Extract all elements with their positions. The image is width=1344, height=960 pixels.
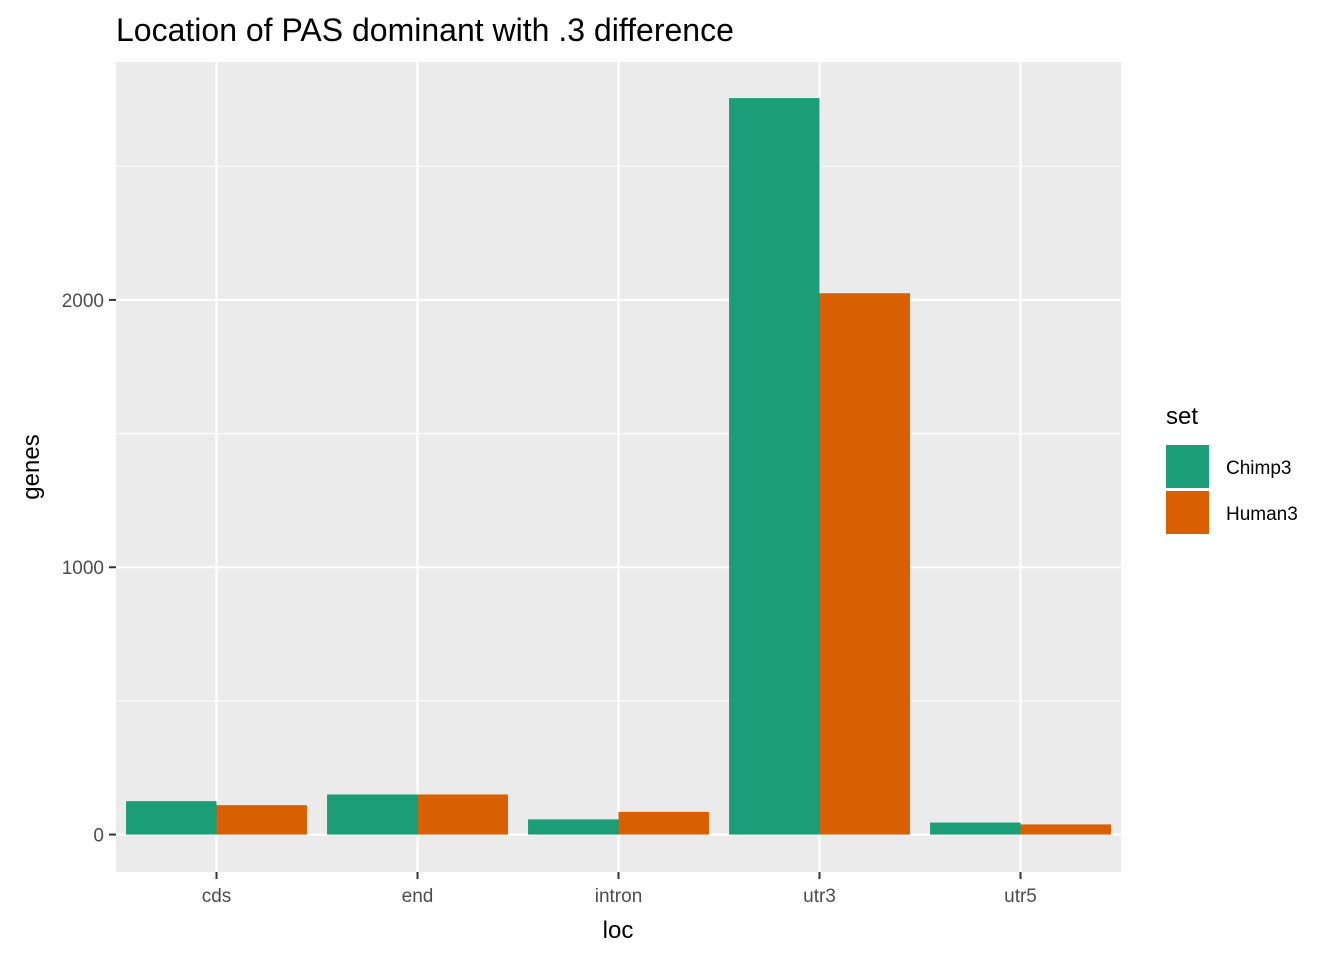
legend-label-Chimp3: Chimp3 — [1226, 458, 1291, 479]
x-axis: cds end intron utr3 utr5 — [202, 872, 1037, 907]
legend: set Chimp3 Human3 — [1166, 403, 1298, 534]
y-axis-title: genes — [18, 434, 45, 499]
bar-utr3-Chimp3 — [729, 98, 820, 835]
bar-intron-Human3 — [618, 811, 709, 835]
bar-intron-Chimp3 — [528, 819, 619, 835]
x-tick-label: utr3 — [803, 886, 836, 907]
legend-label-Human3: Human3 — [1226, 504, 1298, 525]
legend-key-Chimp3 — [1166, 445, 1209, 488]
legend-items: Chimp3 Human3 — [1166, 445, 1298, 534]
bars-group — [126, 98, 1111, 835]
x-tick-label: intron — [595, 886, 643, 907]
chart-title: Location of PAS dominant with .3 differe… — [116, 12, 734, 48]
x-axis-title: loc — [603, 917, 634, 944]
bar-end-Chimp3 — [327, 794, 418, 835]
bar-end-Human3 — [417, 794, 508, 835]
bar-cds-Chimp3 — [126, 801, 217, 835]
x-tick-label: cds — [202, 886, 232, 907]
bar-utr5-Chimp3 — [930, 822, 1021, 835]
y-tick-label: 2000 — [62, 291, 104, 312]
bar-cds-Human3 — [216, 805, 307, 835]
x-tick-label: end — [402, 886, 434, 907]
legend-title: set — [1166, 403, 1198, 430]
bar-utr3-Human3 — [819, 293, 910, 835]
x-tick-label: utr5 — [1004, 886, 1037, 907]
y-axis: 0 1000 2000 — [62, 291, 116, 847]
bar-utr5-Human3 — [1020, 824, 1111, 835]
y-tick-label: 1000 — [62, 558, 104, 579]
legend-key-Human3 — [1166, 491, 1209, 534]
y-tick-label: 0 — [93, 826, 104, 847]
